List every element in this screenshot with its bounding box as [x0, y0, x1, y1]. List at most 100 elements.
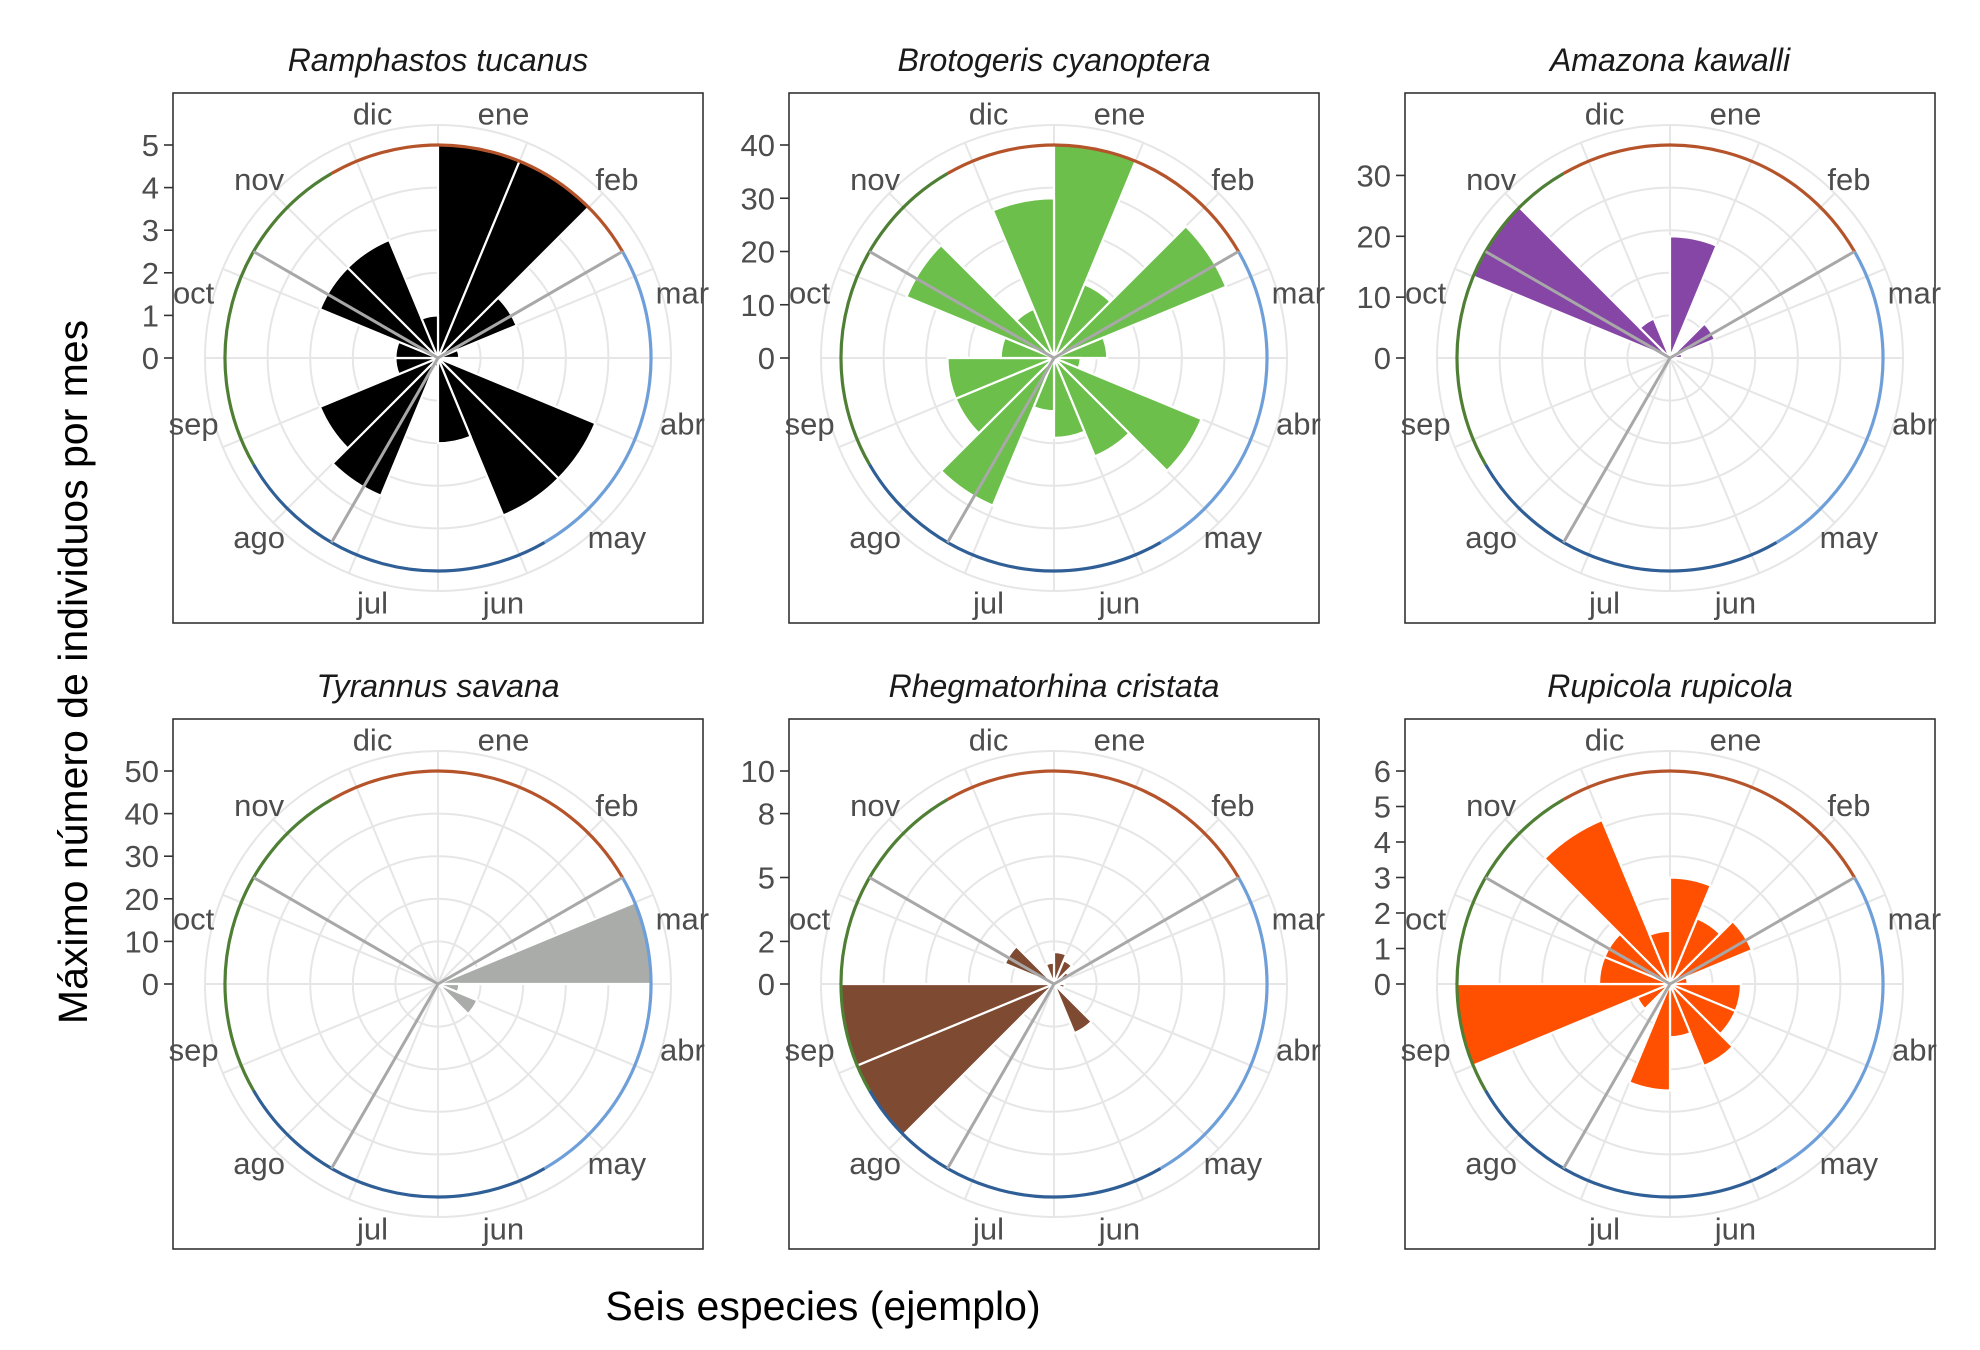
month-label-feb: feb: [595, 788, 638, 823]
season-divider-2: [946, 983, 1056, 1170]
season-arc-4: [1455, 798, 1565, 1092]
grid-spoke: [1504, 983, 1671, 1150]
bar-3: [1053, 224, 1228, 360]
panel-2: Brotogeris cyanoptera ene feb mar abr may jun j…: [741, 42, 1325, 624]
season-divider-3: [1484, 876, 1671, 986]
month-label-jul: jul: [1588, 585, 1620, 620]
month-label-sep: sep: [1401, 406, 1451, 441]
month-label-jun: jun: [1714, 1211, 1756, 1246]
month-label-oct: oct: [789, 276, 831, 311]
panel-title: Rupicola rupicola: [1547, 668, 1792, 704]
tick-label: 2: [142, 256, 159, 291]
month-label-oct: oct: [1405, 276, 1447, 311]
grid-spoke: [963, 983, 1055, 1200]
month-label-nov: nov: [234, 162, 284, 197]
bars: [1455, 818, 1754, 1092]
month-label-ene: ene: [1094, 723, 1146, 758]
grid-spoke: [1669, 357, 1761, 574]
tick-label: 40: [741, 128, 775, 163]
grid-spoke: [1053, 893, 1270, 985]
grid-spoke: [272, 983, 439, 1150]
month-label-mar: mar: [1888, 902, 1941, 937]
tick-label: 3: [1374, 861, 1391, 896]
tick-label: 0: [142, 967, 159, 1002]
grid-spoke: [1669, 357, 1836, 524]
month-label-jul: jul: [972, 585, 1004, 620]
season-divider-3: [1484, 250, 1671, 360]
season-arc-4: [1455, 172, 1565, 466]
tick-label: 6: [1374, 754, 1391, 789]
month-label-dic: dic: [353, 723, 393, 758]
radial-axis: 0 2 5 8 10: [741, 754, 789, 1002]
month-label-ene: ene: [478, 97, 530, 132]
month-label-sep: sep: [785, 406, 835, 441]
grid-spoke: [437, 768, 529, 985]
tick-label: 30: [741, 181, 775, 216]
tick-label: 20: [1357, 219, 1391, 254]
tick-label: 0: [758, 967, 775, 1002]
tick-label: 0: [1374, 341, 1391, 376]
month-label-ago: ago: [1465, 1146, 1517, 1181]
bar-15: [1638, 317, 1672, 359]
bar-10: [939, 357, 1056, 508]
season-arc-2: [543, 876, 653, 1170]
radial-axis: 0 10 20 30 40: [741, 128, 789, 376]
month-label-may: may: [588, 1146, 647, 1181]
tick-label: 40: [125, 797, 159, 832]
bar-7: [1668, 983, 1735, 1068]
radial-axis: 0 10 20 30: [1357, 158, 1405, 376]
season-arc-1: [946, 769, 1240, 879]
bar-8: [1052, 357, 1087, 439]
tick-label: 1: [142, 298, 159, 333]
grid-spoke: [963, 768, 1055, 985]
month-label-ago: ago: [1465, 520, 1517, 555]
month-label-oct: oct: [789, 902, 831, 937]
bar-3: [1669, 919, 1754, 986]
month-label-ene: ene: [1710, 97, 1762, 132]
tick-label: 20: [125, 882, 159, 917]
tick-label: 5: [1374, 790, 1391, 825]
bar-16: [1648, 929, 1672, 985]
tick-label: 10: [741, 754, 775, 789]
panel-5: Rhegmatorhina cristata ene feb mar abr may jun…: [741, 668, 1325, 1250]
month-label-dic: dic: [969, 723, 1009, 758]
season-arc-4: [223, 172, 333, 466]
bar-15: [346, 238, 440, 359]
season-arc-3: [252, 463, 546, 573]
month-label-dic: dic: [969, 97, 1009, 132]
season-divider-3: [868, 250, 1055, 360]
tick-label: 10: [741, 288, 775, 323]
tick-label: 30: [125, 839, 159, 874]
month-label-nov: nov: [1466, 788, 1516, 823]
tick-label: 4: [1374, 825, 1391, 860]
tick-label: 4: [142, 171, 159, 206]
panel-title: Tyrannus savana: [316, 668, 559, 704]
tick-label: 5: [758, 861, 775, 896]
month-label-sep: sep: [1401, 1032, 1451, 1067]
tick-label: 0: [142, 341, 159, 376]
grid-spoke: [1669, 357, 1886, 449]
bar-3: [437, 296, 519, 360]
season-arc-1: [1562, 769, 1856, 879]
month-label-sep: sep: [785, 1032, 835, 1067]
month-label-abr: abr: [660, 1032, 705, 1067]
bar-3: [1669, 322, 1717, 360]
season-arc-2: [1159, 250, 1269, 544]
tick-label: 20: [741, 235, 775, 270]
month-label-jun: jun: [1098, 585, 1140, 620]
month-label-may: may: [1204, 1146, 1263, 1181]
season-arc-2: [1775, 250, 1885, 544]
month-label-jul: jul: [1588, 1211, 1620, 1246]
bar-12: [946, 356, 1055, 401]
bar-16: [420, 314, 440, 359]
month-label-oct: oct: [173, 902, 215, 937]
bar-5: [1053, 982, 1066, 990]
season-divider-1: [1669, 876, 1856, 986]
month-label-dic: dic: [1585, 97, 1625, 132]
bar-14: [1003, 944, 1055, 986]
grid-spoke: [222, 893, 439, 985]
month-label-jul: jul: [972, 1211, 1004, 1246]
month-label-nov: nov: [1466, 162, 1516, 197]
